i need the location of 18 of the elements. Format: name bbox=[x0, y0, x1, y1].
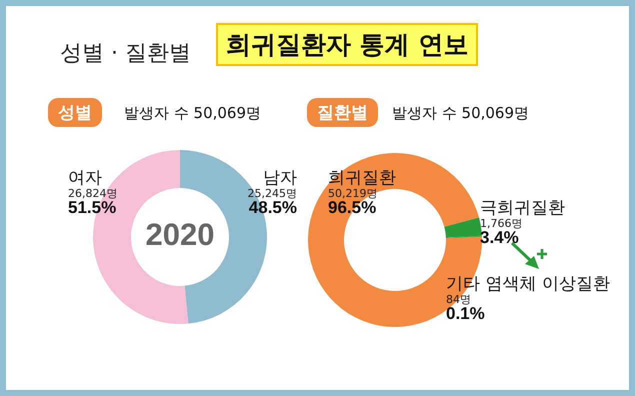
text: 성별 · 질환별 bbox=[60, 40, 191, 68]
chart-title: 질환별 bbox=[307, 98, 378, 127]
text: 48.5% bbox=[248, 198, 297, 218]
text: 2020 bbox=[144, 217, 216, 253]
text: 51.5% bbox=[68, 198, 116, 218]
data-label: 26,824명 bbox=[68, 186, 118, 200]
data-label: 84명 bbox=[446, 292, 472, 306]
slice-label: 극희귀질환 bbox=[480, 198, 565, 218]
text: 희귀질환자 통계 연보 bbox=[216, 23, 478, 66]
data-label: 1,766명 bbox=[480, 216, 524, 230]
data-label: 50,219명 bbox=[328, 186, 378, 200]
text: 0.1% bbox=[446, 304, 485, 324]
data-label: 25,245명 bbox=[246, 186, 297, 200]
chart-subtitle: 발생자 수 50,069명 bbox=[392, 104, 530, 123]
slice-label: 여자 bbox=[68, 168, 103, 188]
chart-subtitle: 발생자 수 50,069명 bbox=[124, 104, 262, 123]
slice-label: 남자 bbox=[262, 168, 297, 188]
chart-title: 성별 bbox=[48, 98, 102, 127]
